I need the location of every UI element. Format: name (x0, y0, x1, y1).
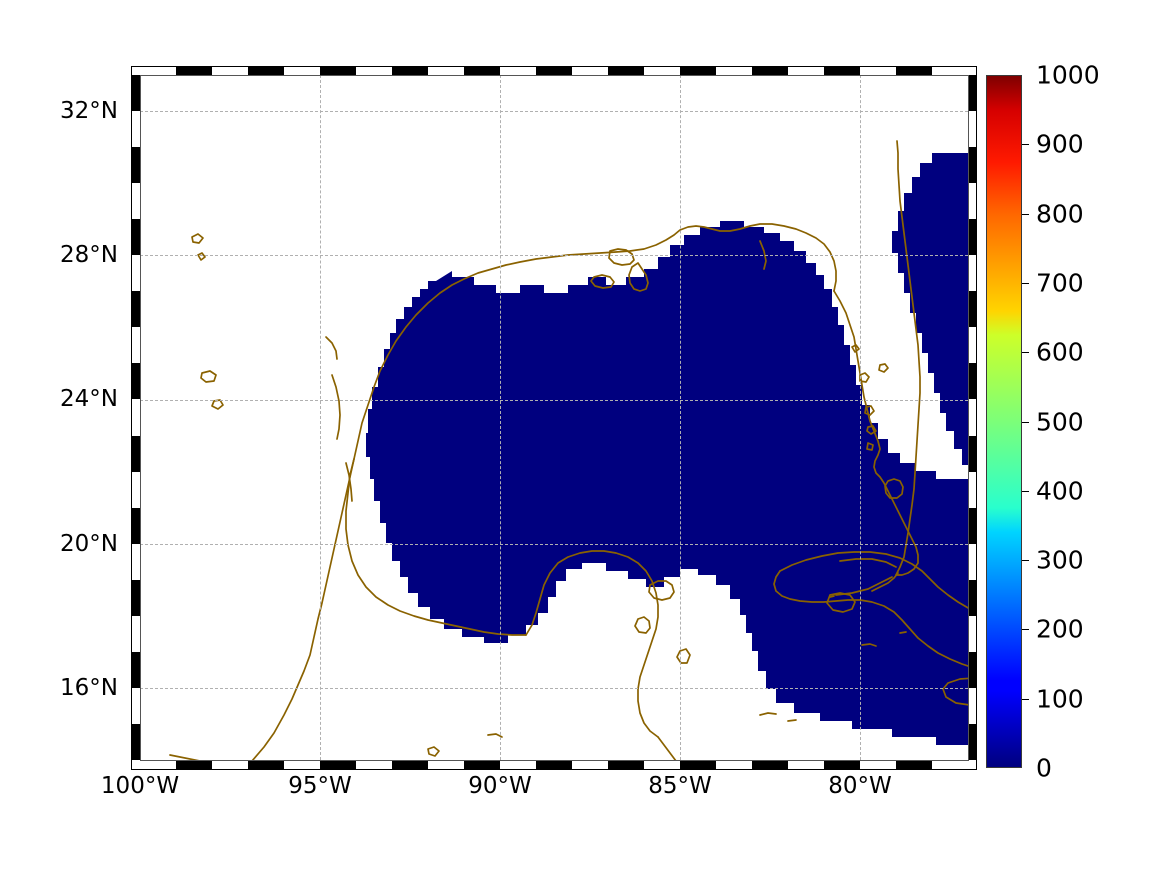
frame-stripe (131, 75, 140, 112)
frame-stripe (968, 75, 977, 112)
colorbar-tick-5 (1022, 421, 1029, 423)
frame-stripe (752, 760, 788, 769)
frame-stripe (680, 66, 716, 75)
map-plot-area[interactable] (140, 75, 968, 760)
frame-stripe (536, 760, 572, 769)
frame-stripe (392, 66, 428, 75)
ytick-label-2: 24°N (60, 386, 118, 413)
frame-stripe (131, 435, 140, 472)
frame-stripe (896, 66, 932, 75)
colorbar-label-5: 500 (1036, 407, 1084, 436)
data-raster-layer (366, 153, 968, 745)
frame-stripe (131, 651, 140, 688)
ytick-label-1: 28°N (60, 242, 118, 269)
frame-stripe (824, 760, 860, 769)
xtick-label-2: 90°W (468, 773, 532, 799)
frame-stripe (131, 147, 140, 184)
frame-stripe (131, 723, 140, 760)
frame-stripe (464, 760, 500, 769)
colorbar-label-4: 400 (1036, 476, 1084, 506)
colorbar-tick-7 (1022, 282, 1029, 284)
frame-stripe (968, 219, 977, 256)
colorbar-label-0: 0 (1036, 753, 1052, 783)
frame-stripe (131, 579, 140, 616)
frame-stripe (176, 760, 212, 769)
frame-stripe (131, 219, 140, 256)
frame-stripe (752, 66, 788, 75)
colorbar-tick-9 (1022, 144, 1029, 146)
colorbar-label-2: 200 (1036, 614, 1084, 644)
frame-stripe (968, 507, 977, 544)
colorbar-label-7: 700 (1036, 268, 1084, 298)
frame-stripe (392, 760, 428, 769)
frame-stripe (608, 66, 644, 75)
ytick-label-3: 20°N (60, 530, 118, 557)
map-frame-left (131, 75, 140, 760)
frame-stripe (824, 66, 860, 75)
colorbar-tick-3 (1022, 560, 1029, 562)
colorbar[interactable]: 0 100 200 300 400 500 600 700 800 900 1000 (986, 61, 1100, 783)
colorbar-label-8: 800 (1036, 199, 1084, 229)
map-frame-bottom (131, 760, 977, 769)
frame-stripe (968, 723, 977, 760)
frame-stripe (131, 507, 140, 544)
colorbar-tick-8 (1022, 213, 1029, 215)
map-svg (140, 75, 968, 760)
frame-stripe (131, 291, 140, 328)
colorbar-label-10: 1000 (1036, 60, 1100, 90)
frame-stripe (131, 363, 140, 400)
map-axes[interactable]: 100°W 95°W 90°W 85°W 80°W 32°N 28°N 24°N 20°N 16°… (60, 65, 977, 799)
frame-stripe (320, 760, 356, 769)
frame-stripe (320, 66, 356, 75)
colorbar-tick-4 (1022, 490, 1029, 492)
frame-stripe (536, 66, 572, 75)
frame-stripe (968, 147, 977, 184)
frame-stripe (968, 579, 977, 616)
map-frame-top (131, 66, 977, 75)
frame-stripe (248, 66, 284, 75)
frame-stripe (464, 66, 500, 75)
colorbar-label-3: 300 (1036, 545, 1084, 575)
colorbar-tick-6 (1022, 352, 1029, 354)
frame-stripe (968, 435, 977, 472)
xtick-label-1: 95°W (288, 773, 352, 799)
frame-stripe (176, 66, 212, 75)
frame-stripe (680, 760, 716, 769)
frame-stripe (896, 760, 932, 769)
colorbar-label-6: 600 (1036, 337, 1084, 367)
map-frame-right (968, 75, 977, 760)
frame-stripe (968, 291, 977, 328)
frame-stripe (968, 651, 977, 688)
colorbar-label-9: 900 (1036, 129, 1084, 159)
frame-stripe (608, 760, 644, 769)
colorbar-tick-1 (1022, 698, 1029, 700)
colorbar-label-1: 100 (1036, 684, 1084, 714)
xtick-label-4: 80°W (828, 773, 892, 799)
frame-stripe (968, 363, 977, 400)
colorbar-gradient (986, 75, 1022, 768)
ytick-label-4: 16°N (60, 674, 118, 701)
xtick-label-0: 100°W (100, 773, 180, 799)
ytick-label-0: 32°N (60, 98, 118, 125)
xtick-label-3: 85°W (648, 773, 712, 799)
frame-stripe (248, 760, 284, 769)
colorbar-tick-2 (1022, 629, 1029, 631)
coastline-layer (169, 140, 968, 760)
